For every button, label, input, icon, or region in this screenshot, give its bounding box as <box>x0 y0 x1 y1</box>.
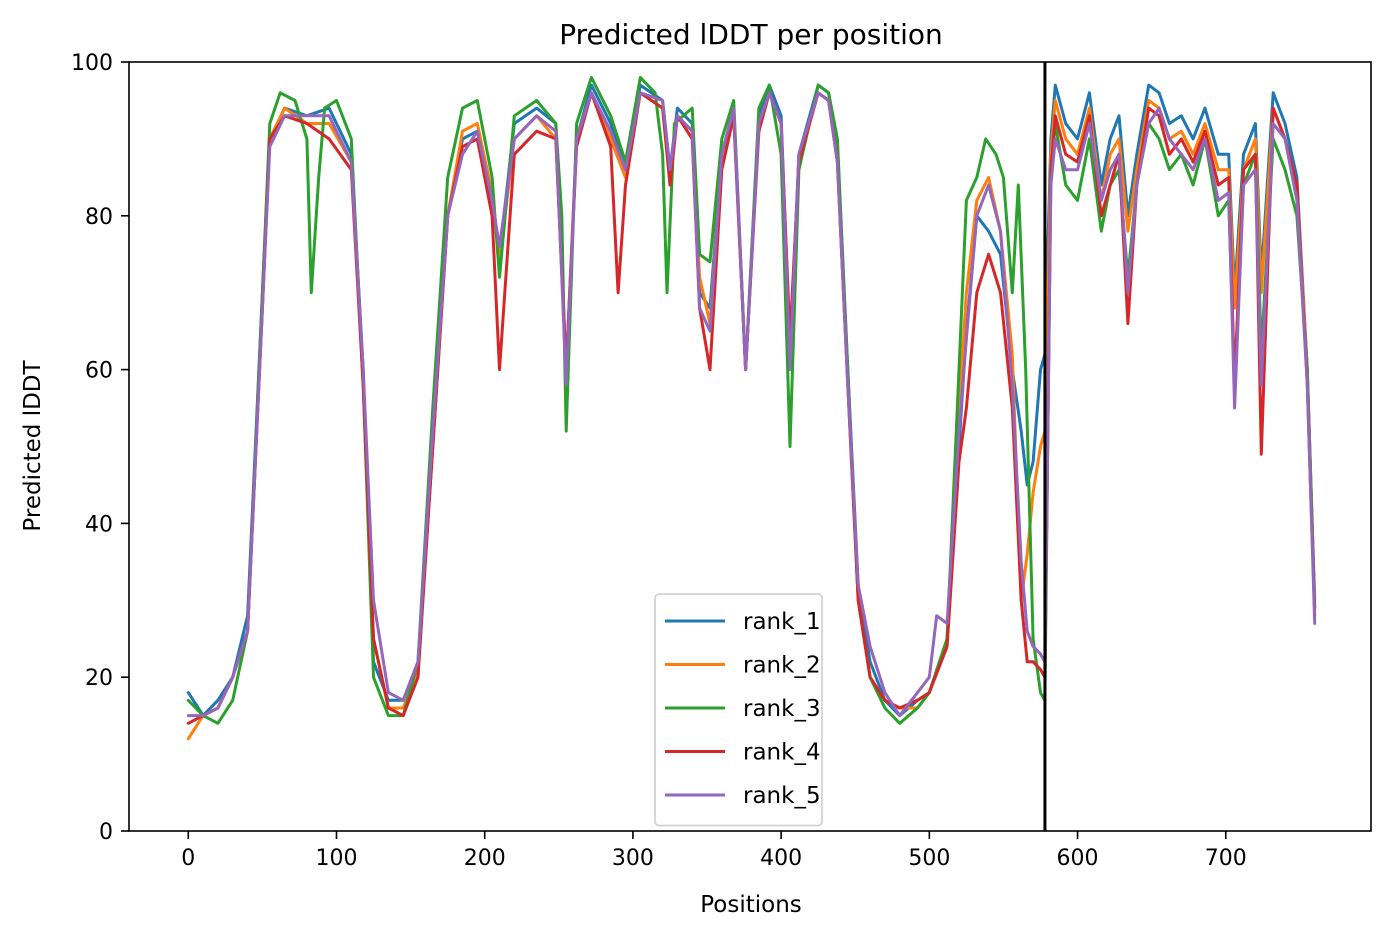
legend-box <box>654 593 823 827</box>
series-layer <box>186 75 1317 741</box>
x-tick-label: 200 <box>464 846 506 871</box>
x-tick-label: 600 <box>1057 846 1099 871</box>
y-tick-label: 40 <box>85 512 113 537</box>
y-tick-label: 20 <box>85 666 113 691</box>
y-tick-label: 100 <box>71 51 113 76</box>
legend: rank_1 rank_2 rank_3 rank_4 rank_5 <box>654 593 823 827</box>
x-axis-label: Positions <box>700 892 802 918</box>
x-tick-label: 0 <box>181 846 195 871</box>
x-tick-label: 300 <box>612 846 654 871</box>
y-axis: 0 20 40 60 80 100 <box>71 51 129 845</box>
x-tick-label: 500 <box>908 846 950 871</box>
legend-label: rank_1 <box>743 609 821 635</box>
y-axis-label: Predicted lDDT <box>20 359 46 531</box>
y-tick-label: 0 <box>99 820 113 845</box>
x-tick-label: 400 <box>760 846 802 871</box>
x-tick-label: 100 <box>315 846 357 871</box>
y-tick-label: 80 <box>85 205 113 230</box>
x-axis: 0 100 200 300 400 500 600 700 <box>181 831 1247 871</box>
x-tick-label: 700 <box>1205 846 1247 871</box>
legend-label: rank_2 <box>743 653 821 679</box>
plot-frame <box>128 61 1372 832</box>
legend-label: rank_3 <box>743 696 821 722</box>
series-line-rank-5 <box>186 91 1317 718</box>
legend-label: rank_5 <box>743 783 821 809</box>
y-tick-label: 60 <box>85 359 113 384</box>
legend-label: rank_4 <box>743 740 821 766</box>
chart-title: Predicted lDDT per position <box>559 18 943 51</box>
